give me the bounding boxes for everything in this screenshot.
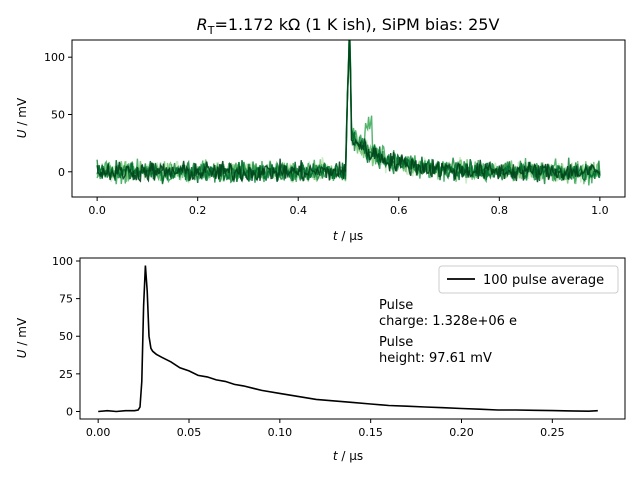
annotations: Pulse charge: 1.328e+06 e Pulse height: … [379, 298, 517, 366]
bottom-y-tick-label: 100 [52, 255, 73, 268]
top-y-tick-label: 0 [58, 166, 65, 179]
bottom-xlabel-unit: / µs [338, 449, 364, 463]
top-x-tick-label: 0.0 [88, 204, 106, 217]
charge-annotation-line2: charge: 1.328e+06 e [379, 314, 517, 329]
height-annotation-line2: height: 97.61 mV [379, 351, 492, 366]
top-panel: 0.0 0.2 0.4 0.6 0.8 1.0 0 50 100 t / µs U / mV [15, 39, 626, 243]
bottom-x-ticks: 0.00 0.05 0.10 0.15 0.20 0.25 [86, 419, 565, 439]
title-subscript: T [207, 24, 215, 37]
top-x-tick-label: 0.2 [189, 204, 207, 217]
bottom-x-tick-label: 0.15 [358, 426, 383, 439]
bottom-x-tick-label: 0.00 [86, 426, 111, 439]
top-x-ticks: 0.0 0.2 0.4 0.6 0.8 1.0 [88, 197, 609, 217]
top-x-tick-label: 1.0 [591, 204, 609, 217]
pulse-trace-6 [96, 40, 601, 183]
pulse-trace-5 [96, 40, 601, 185]
top-ylabel-var: U [15, 129, 29, 138]
bottom-panel: 0.00 0.05 0.10 0.15 0.20 0.25 0 25 50 75 100 t / … [15, 255, 626, 463]
bottom-xlabel: t / µs [333, 449, 363, 463]
bottom-x-tick-label: 0.20 [449, 426, 474, 439]
top-ylabel: U / mV [15, 97, 29, 138]
top-y-tick-label: 100 [44, 51, 65, 64]
top-x-tick-label: 0.6 [390, 204, 408, 217]
bottom-y-tick-label: 75 [59, 293, 73, 306]
average-pulse-line [98, 265, 598, 413]
top-traces [96, 40, 601, 186]
title-rest: =1.172 kΩ (1 K ish), SiPM bias: 25V [214, 15, 499, 34]
bottom-x-tick-label: 0.10 [268, 426, 293, 439]
top-xlabel: t / µs [333, 229, 363, 243]
legend-box [438, 265, 619, 294]
figure-title: RT=1.172 kΩ (1 K ish), SiPM bias: 25V [197, 15, 500, 37]
bottom-y-ticks: 0 25 50 75 100 [52, 255, 80, 418]
top-ylabel-unit: / mV [15, 97, 29, 129]
bottom-y-tick-label: 25 [59, 368, 73, 381]
bottom-ylabel-var: U [15, 349, 29, 358]
bottom-x-tick-label: 0.05 [177, 426, 202, 439]
bottom-ylabel: U / mV [15, 317, 29, 358]
top-y-ticks: 0 50 100 [44, 51, 72, 179]
bottom-series [98, 265, 598, 413]
legend: 100 pulse average [438, 265, 619, 294]
title-variable: R [197, 15, 208, 34]
height-annotation-line1: Pulse [379, 335, 413, 350]
top-x-tick-label: 0.4 [289, 204, 307, 217]
bottom-x-tick-label: 0.25 [540, 426, 565, 439]
bottom-y-tick-label: 0 [66, 405, 73, 418]
top-axes-frame [71, 39, 626, 198]
top-y-tick-label: 50 [51, 108, 65, 121]
bottom-ylabel-unit: / mV [15, 317, 29, 349]
top-xlabel-unit: / µs [338, 229, 364, 243]
legend-label: 100 pulse average [483, 273, 604, 288]
bottom-axes-frame [79, 257, 626, 420]
top-x-tick-label: 0.8 [491, 204, 509, 217]
charge-annotation-line1: Pulse [379, 298, 413, 313]
bottom-y-tick-label: 50 [59, 330, 73, 343]
bottom-xlabel-var: t [333, 449, 339, 463]
top-xlabel-var: t [333, 229, 339, 243]
